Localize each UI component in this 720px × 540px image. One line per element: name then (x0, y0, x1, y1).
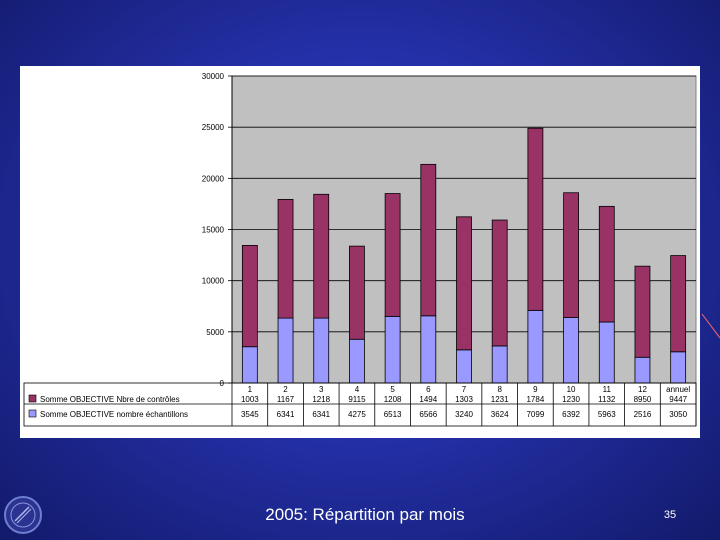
category-label: 1 (248, 385, 253, 394)
bar-echantillons (349, 338, 365, 384)
legend-label: Somme OBJECTIVE nombre échantillons (40, 410, 188, 419)
data-table-value: 6513 (384, 410, 402, 419)
data-table-value: 1230 (562, 395, 580, 404)
data-table-border (23, 382, 697, 427)
bar-echantillons (563, 317, 579, 384)
page-number: 35 (663, 509, 677, 521)
bar-controles (313, 193, 330, 319)
data-table-value: 1132 (598, 395, 616, 404)
bar-echantillons (634, 356, 651, 384)
y-tick-label: 30000 (202, 72, 225, 81)
data-table-value: 6392 (562, 410, 580, 419)
category-label: 7 (462, 385, 467, 394)
data-table-value: 3050 (669, 410, 687, 419)
data-table-value: 1218 (312, 395, 330, 404)
data-table-value: 7099 (526, 410, 544, 419)
chart-panel: 0 5000 10000 15000 20000 25000 30000 1 2 3 4 5 6 7 8 9 1… (20, 66, 700, 438)
slide-title: 2005: Répartition par mois (265, 505, 465, 524)
data-table-value: 1231 (491, 395, 509, 404)
data-table-value: 3240 (455, 410, 473, 419)
legend-key (28, 394, 37, 403)
y-tick-label: 25000 (202, 123, 225, 132)
category-label: 3 (319, 385, 324, 394)
bar-echantillons (384, 315, 401, 384)
data-table-value: 6341 (277, 410, 295, 419)
data-table-value: 8950 (634, 395, 652, 404)
bar-controles (634, 265, 651, 358)
category-label: 4 (355, 385, 360, 394)
category-label: annuel (666, 385, 690, 394)
bar-echantillons (313, 317, 330, 384)
data-table-value: 2516 (634, 410, 652, 419)
legend-key (28, 409, 37, 418)
bar-echantillons (598, 321, 615, 384)
bar-echantillons (491, 345, 508, 384)
category-label: 5 (390, 385, 395, 394)
bar-controles (563, 192, 579, 318)
y-tick-label: 0 (220, 379, 225, 388)
legend-label: Somme OBJECTIVE Nbre de contrôles (40, 395, 180, 404)
data-table-value: 6566 (419, 410, 437, 419)
decorative-line (701, 313, 720, 339)
category-label: 2 (283, 385, 288, 394)
category-label: 12 (638, 385, 647, 394)
bar-controles (598, 205, 615, 323)
bar-controles (456, 216, 472, 351)
category-label: 11 (603, 385, 612, 394)
data-table-value: 5963 (598, 410, 616, 419)
category-label: 10 (567, 385, 576, 394)
data-table-value: 1494 (419, 395, 437, 404)
data-table-value: 6341 (312, 410, 330, 419)
data-table-value: 9115 (348, 395, 366, 404)
y-tick-label: 20000 (202, 174, 225, 183)
bar-controles (527, 127, 544, 311)
bar-controles (277, 199, 294, 319)
y-tick-label: 15000 (202, 226, 225, 235)
bar-echantillons (420, 315, 437, 384)
data-table-value: 1167 (277, 395, 295, 404)
bar-echantillons (456, 349, 472, 384)
data-table-value: 4275 (348, 410, 366, 419)
bar-controles (670, 255, 687, 353)
data-table-value: 1303 (455, 395, 473, 404)
y-tick-label: 10000 (202, 277, 225, 286)
category-label: 9 (533, 385, 538, 394)
bar-controles (384, 193, 401, 317)
data-table-value: 3545 (241, 410, 259, 419)
bar-controles (420, 163, 437, 317)
bar-echantillons (670, 351, 687, 384)
category-label: 8 (497, 385, 502, 394)
bar-echantillons (527, 309, 544, 384)
bar-controles (491, 219, 508, 347)
data-table-value: 1784 (526, 395, 544, 404)
bar-controles (349, 245, 365, 340)
bar-controles (241, 245, 258, 348)
data-table-value: 3624 (491, 410, 509, 419)
data-table-value: 1208 (384, 395, 402, 404)
category-label: 6 (426, 385, 431, 394)
data-table-value: 1003 (241, 395, 259, 404)
y-tick-label: 5000 (206, 328, 224, 337)
bar-echantillons (241, 346, 258, 384)
data-table-value: 9447 (669, 395, 687, 404)
logo-emblem-icon (4, 496, 42, 534)
bar-echantillons (277, 317, 294, 384)
